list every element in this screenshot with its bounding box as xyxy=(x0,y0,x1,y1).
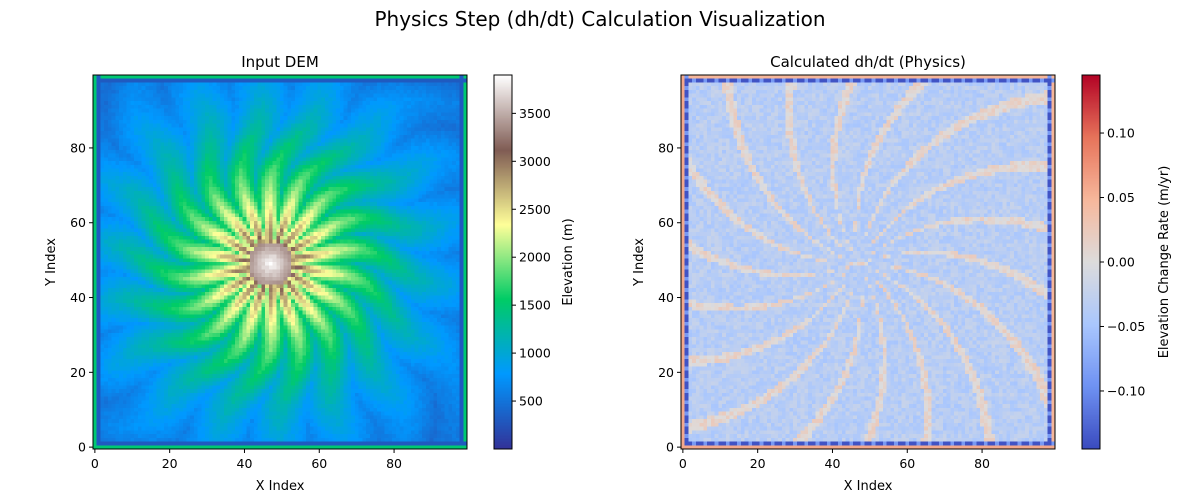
y-tick-label: 60 xyxy=(70,215,86,230)
dhdt-y-ticks: 0 20 40 60 80 xyxy=(658,140,681,455)
dhdt-colorbar-label: Elevation Change Rate (m/yr) xyxy=(1157,166,1172,359)
x-tick-label: 60 xyxy=(899,456,915,471)
colorbar-tick-label: 500 xyxy=(519,394,543,409)
colorbar-tick-label: 3000 xyxy=(519,154,551,169)
colorbar-tick-label: 2000 xyxy=(519,250,551,265)
dhdt-x-axis-label: X Index xyxy=(844,479,893,494)
x-tick-label: 0 xyxy=(679,456,687,471)
x-tick-label: 40 xyxy=(825,456,841,471)
colorbar-tick-label: 0.10 xyxy=(1107,126,1135,141)
dhdt-panel: Calculated dh/dt (Physics) 0 20 40 60 80 0 20… xyxy=(632,53,1172,494)
y-tick-label: 40 xyxy=(70,290,86,305)
dhdt-axes-frame xyxy=(680,74,1056,450)
y-tick-label: 60 xyxy=(658,215,674,230)
dem-heatmap xyxy=(93,75,467,449)
dem-y-ticks: 0 20 40 60 80 xyxy=(70,140,93,455)
dem-panel: Input DEM 0 20 40 60 80 0 20 40 60 80 X Index Y … xyxy=(44,53,576,494)
dem-colorbar-ticks: 500 1000 1500 2000 2500 3000 3500 xyxy=(512,106,551,409)
y-tick-label: 80 xyxy=(70,140,86,155)
x-tick-label: 0 xyxy=(91,456,99,471)
x-tick-label: 80 xyxy=(386,456,402,471)
y-tick-label: 20 xyxy=(658,365,674,380)
colorbar-tick-label: −0.05 xyxy=(1107,319,1145,334)
colorbar-tick-label: 0.00 xyxy=(1107,255,1135,270)
dem-x-ticks: 0 20 40 60 80 xyxy=(91,449,402,471)
y-tick-label: 40 xyxy=(658,290,674,305)
dem-colorbar xyxy=(494,75,512,449)
figure-title: Physics Step (dh/dt) Calculation Visuali… xyxy=(374,7,825,31)
dem-axes-title: Input DEM xyxy=(241,53,319,71)
colorbar-tick-label: 3500 xyxy=(519,106,551,121)
colorbar-tick-label: 0.05 xyxy=(1107,190,1135,205)
x-tick-label: 20 xyxy=(750,456,766,471)
dhdt-heatmap xyxy=(681,75,1055,449)
y-tick-label: 80 xyxy=(658,140,674,155)
dhdt-x-ticks: 0 20 40 60 80 xyxy=(679,449,990,471)
x-tick-label: 20 xyxy=(162,456,178,471)
dem-colorbar-label: Elevation (m) xyxy=(561,218,576,305)
dem-colorbar-frame xyxy=(493,74,513,450)
dhdt-axes-title: Calculated dh/dt (Physics) xyxy=(770,53,966,71)
y-tick-label: 20 xyxy=(70,365,86,380)
x-tick-label: 60 xyxy=(311,456,327,471)
x-tick-label: 80 xyxy=(974,456,990,471)
dem-axes-frame xyxy=(92,74,468,450)
colorbar-tick-label: 2500 xyxy=(519,202,551,217)
y-tick-label: 0 xyxy=(666,440,674,455)
dhdt-y-axis-label: Y Index xyxy=(632,238,647,287)
colorbar-tick-label: 1000 xyxy=(519,346,551,361)
dem-x-axis-label: X Index xyxy=(256,479,305,494)
dhdt-colorbar-ticks: −0.10 −0.05 0.00 0.05 0.10 xyxy=(1100,126,1145,398)
colorbar-tick-label: −0.10 xyxy=(1107,383,1145,398)
dhdt-colorbar xyxy=(1082,75,1100,449)
dem-y-axis-label: Y Index xyxy=(44,238,59,287)
colorbar-tick-label: 1500 xyxy=(519,298,551,313)
x-tick-label: 40 xyxy=(237,456,253,471)
y-tick-label: 0 xyxy=(78,440,86,455)
